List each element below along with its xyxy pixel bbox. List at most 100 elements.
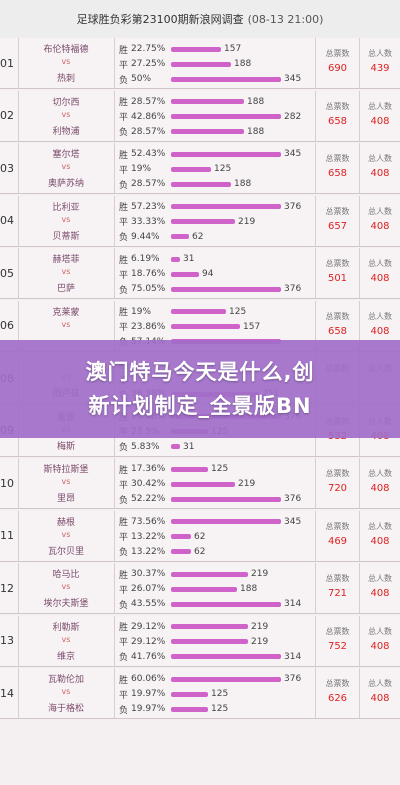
total-people-label: 总人数 — [368, 206, 392, 216]
home-team[interactable]: 切尔西 — [52, 97, 80, 108]
total-people-value: 408 — [370, 273, 390, 284]
loss-percent: 13.22% — [131, 546, 166, 557]
loss-label: 负 — [119, 233, 129, 243]
home-team[interactable]: 塞尔塔 — [52, 150, 80, 160]
draw-line: 平 13.22% 62 — [119, 530, 205, 544]
home-team[interactable]: 比利亚 — [52, 202, 80, 213]
promo-banner[interactable]: 澳门特马今天是什么,创 新计划制定_全景版BN — [0, 340, 400, 438]
loss-percent: 9.44% — [131, 231, 160, 242]
away-team[interactable]: 埃尔夫斯堡 — [43, 599, 89, 609]
win-count: 157 — [224, 44, 242, 54]
match-row: 12 哈马比 vs 埃尔夫斯堡 胜 30.37% 219 平 26.07% 188 负 43.55% 3… — [0, 563, 400, 614]
away-team[interactable]: 梅斯 — [56, 441, 75, 452]
win-count: 376 — [284, 674, 302, 684]
home-team[interactable]: 哈马比 — [52, 570, 80, 580]
total-votes-label: 总票数 — [325, 154, 350, 163]
total-people-value: 408 — [370, 693, 390, 704]
vs-label: vs — [61, 214, 71, 224]
loss-bar — [171, 76, 281, 82]
draw-bar — [171, 271, 199, 277]
away-team[interactable]: 里昂 — [56, 494, 75, 504]
total-people-label: 总人数 — [368, 154, 392, 163]
loss-percent: 52.22% — [131, 494, 166, 504]
away-team[interactable]: 利物浦 — [52, 126, 80, 137]
vs-label: vs — [61, 109, 71, 119]
draw-count: 188 — [240, 584, 258, 594]
home-team[interactable]: 克莱蒙 — [52, 307, 80, 318]
home-team[interactable]: 赫根 — [56, 517, 75, 528]
total-people-value: 408 — [370, 115, 390, 127]
win-bar — [171, 571, 248, 577]
loss-percent: 28.57% — [131, 126, 166, 137]
draw-bar — [171, 534, 191, 539]
vs-label: vs — [61, 319, 71, 329]
vote-bars: 胜 29.12% 219 平 29.12% 219 负 41.76% 314 — [115, 615, 316, 666]
win-line: 胜 73.56% 345 — [119, 515, 301, 529]
total-people-cell: 总人数 408 — [360, 563, 400, 613]
win-count: 219 — [251, 569, 269, 579]
win-count: 345 — [284, 149, 302, 159]
away-team[interactable]: 维京 — [56, 651, 75, 662]
draw-bar — [171, 691, 208, 697]
match-teams: 切尔西 vs 利物浦 — [18, 90, 115, 141]
loss-count: 188 — [234, 179, 252, 189]
total-people-label: 总人数 — [368, 469, 392, 478]
draw-count: 219 — [238, 216, 256, 227]
home-team[interactable]: 利勒斯 — [52, 622, 80, 633]
loss-percent: 50% — [131, 74, 152, 84]
home-team[interactable]: 斯特拉斯堡 — [43, 465, 89, 475]
loss-percent: 75.05% — [131, 284, 166, 294]
match-teams: 塞尔塔 vs 奥萨苏纳 — [18, 143, 115, 193]
draw-label: 平 — [119, 60, 129, 71]
away-team[interactable]: 瓦尔贝里 — [47, 546, 84, 557]
vote-bars: 胜 17.36% 125 平 30.42% 219 负 52.22% 376 — [115, 458, 316, 508]
away-team[interactable]: 巴萨 — [56, 284, 75, 294]
total-votes-label: 总票数 — [325, 49, 350, 58]
loss-count: 376 — [284, 284, 302, 294]
match-number: 02 — [0, 90, 19, 141]
loss-bar — [171, 234, 189, 239]
loss-bar — [171, 286, 281, 292]
loss-label: 负 — [119, 495, 129, 506]
total-people-label: 总人数 — [368, 101, 392, 111]
match-teams: 利勒斯 vs 维京 — [18, 615, 115, 666]
away-team[interactable]: 奥萨苏纳 — [47, 179, 84, 189]
total-votes-label: 总票数 — [325, 574, 350, 583]
match-number: 12 — [0, 563, 19, 613]
win-percent: 19% — [131, 306, 152, 317]
away-team[interactable]: 热刺 — [56, 74, 75, 84]
total-votes-value: 658 — [327, 168, 348, 179]
match-number: 13 — [0, 615, 19, 666]
total-votes-cell: 总票数 721 — [316, 563, 360, 613]
home-team[interactable]: 赫塔菲 — [52, 255, 80, 265]
draw-percent: 23.86% — [131, 321, 166, 332]
away-team[interactable]: 海于格松 — [47, 704, 84, 714]
vote-bars: 胜 57.23% 376 平 33.33% 219 负 9.44% 62 — [115, 195, 316, 246]
total-votes-label: 总票数 — [325, 626, 350, 636]
total-people-value: 408 — [370, 483, 390, 494]
draw-count: 125 — [214, 164, 232, 174]
win-label: 胜 — [119, 150, 129, 161]
draw-label: 平 — [119, 533, 129, 543]
home-team[interactable]: 瓦勒伦加 — [47, 675, 84, 685]
win-percent: 52.43% — [131, 149, 166, 159]
draw-count: 219 — [251, 636, 269, 647]
total-votes-label: 总票数 — [325, 311, 350, 321]
draw-percent: 42.86% — [131, 111, 166, 122]
away-team[interactable]: 贝蒂斯 — [52, 231, 80, 242]
loss-bar — [171, 496, 281, 502]
home-team[interactable]: 布伦特福德 — [43, 45, 89, 55]
banner-line-2: 新计划制定_全景版BN — [88, 394, 312, 418]
match-row: 01 布伦特福德 vs 热刺 胜 22.75% 157 平 27.25% 188 负 50% 345 总票… — [0, 38, 400, 89]
loss-bar — [171, 549, 191, 554]
win-label: 胜 — [119, 255, 129, 266]
loss-label: 负 — [119, 443, 129, 453]
total-votes-value: 690 — [327, 63, 348, 74]
loss-bar — [171, 654, 281, 659]
draw-bar — [171, 166, 211, 172]
total-people-cell: 总人数 408 — [360, 301, 400, 351]
draw-line: 平 29.12% 219 — [119, 635, 268, 649]
win-percent: 57.23% — [131, 201, 166, 212]
win-line: 胜 57.23% 376 — [119, 200, 301, 214]
win-line: 胜 19% 125 — [119, 305, 246, 319]
